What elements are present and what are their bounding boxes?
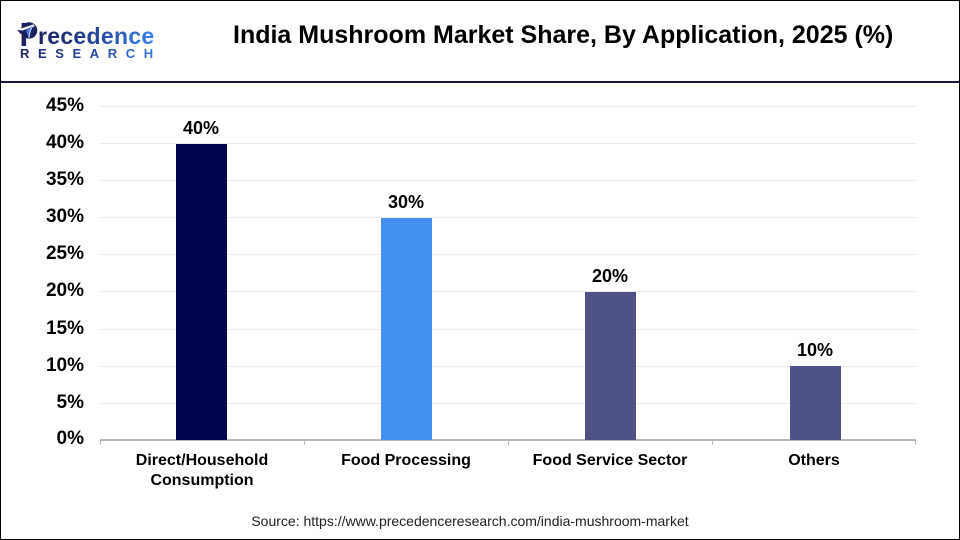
svg-text:recedence: recedence <box>38 23 155 49</box>
svg-text:RESEARCH: RESEARCH <box>20 46 162 61</box>
